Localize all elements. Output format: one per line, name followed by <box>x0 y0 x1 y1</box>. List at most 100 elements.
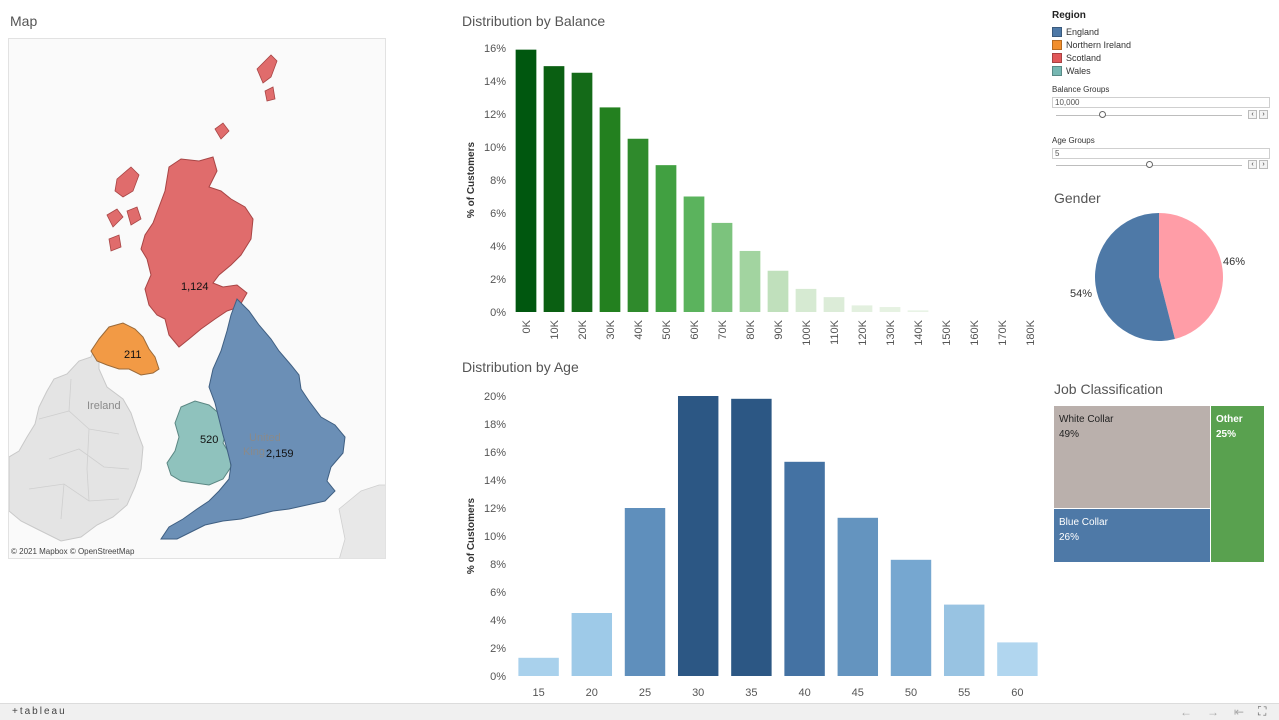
bar-30K[interactable] <box>599 107 621 313</box>
bar-40[interactable] <box>784 461 825 676</box>
age-chart[interactable]: % of Customers 0% 2% 4% 6% 8% 10% 12% 14% 16% 18% 2… <box>460 382 1050 698</box>
balance-groups-slider-knob[interactable] <box>1099 111 1106 118</box>
age-groups-input[interactable]: 5 <box>1052 148 1270 159</box>
bar-15[interactable] <box>518 657 559 676</box>
map-canvas[interactable]: Ireland United King 1,124 211 520 2,159 <box>9 39 386 559</box>
bar-60[interactable] <box>997 642 1038 676</box>
map-label-england: 2,159 <box>266 448 294 460</box>
treemap-white-collar[interactable]: White Collar 49% <box>1054 406 1210 508</box>
bar-45[interactable] <box>837 517 879 676</box>
bar-40K[interactable] <box>627 138 649 312</box>
legend-item-england[interactable]: England <box>1052 25 1131 38</box>
bar-70K[interactable] <box>711 222 733 312</box>
treemap-blue-collar[interactable]: Blue Collar 26% <box>1054 509 1210 562</box>
bar-20K[interactable] <box>571 72 593 312</box>
y-tick-label: 10% <box>484 142 506 154</box>
bar-20[interactable] <box>571 613 613 676</box>
treemap-other[interactable]: Other 25% <box>1211 406 1264 562</box>
bar-50[interactable] <box>890 559 932 676</box>
pie-slice-female[interactable] <box>1159 213 1223 339</box>
balance-groups-slider-track[interactable] <box>1056 115 1242 116</box>
x-tick-label: 40K <box>633 319 645 339</box>
gender-title: Gender <box>1054 190 1101 206</box>
age-groups-increment-button[interactable]: › <box>1259 160 1268 169</box>
tableau-logo[interactable]: +tableau <box>12 706 67 717</box>
bar-10K[interactable] <box>543 66 565 313</box>
map-label-ireland: Ireland <box>87 400 121 412</box>
map-label-wales: 520 <box>200 434 218 446</box>
x-tick-label: 50K <box>661 319 673 339</box>
y-tick-label: 20% <box>484 391 506 403</box>
y-tick-label: 6% <box>490 587 506 599</box>
map-label-uk-line1: United <box>249 432 281 444</box>
balance-groups-label: Balance Groups <box>1052 85 1110 94</box>
y-tick-label: 4% <box>490 615 506 627</box>
legend-item-scotland[interactable]: Scotland <box>1052 51 1131 64</box>
bar-120K[interactable] <box>851 305 873 312</box>
y-tick-label: 16% <box>484 447 506 459</box>
continent-shape <box>338 484 385 558</box>
bar-80K[interactable] <box>739 250 761 312</box>
x-tick-label: 140K <box>913 319 925 345</box>
bar-25[interactable] <box>624 508 666 676</box>
y-tick-label: 0% <box>490 671 506 683</box>
treemap-blue-collar-pct: 26% <box>1059 532 1080 543</box>
balance-chart[interactable]: % of Customers 0% 2% 4% 6% 8% 10% 12% 14% 16% 0K 10… <box>460 36 1050 356</box>
england-shape[interactable] <box>160 298 346 540</box>
y-axis-title: % of Customers <box>466 498 477 575</box>
y-tick-label: 2% <box>490 274 506 286</box>
bar-60K[interactable] <box>683 196 705 313</box>
y-tick-label: 18% <box>484 419 506 431</box>
x-tick-label: 130K <box>885 319 897 345</box>
balance-groups-input[interactable]: 10,000 <box>1052 97 1270 108</box>
legend-swatch-england <box>1052 26 1062 37</box>
x-tick-label: 20 <box>586 687 598 698</box>
pie-label-female: 46% <box>1223 256 1245 268</box>
x-tick-label: 55 <box>958 687 970 698</box>
revert-button[interactable]: ⇤ <box>1234 705 1245 719</box>
balance-groups-decrement-button[interactable]: ‹ <box>1248 110 1257 119</box>
age-groups-slider-knob[interactable] <box>1146 161 1153 168</box>
map-label-scotland: 1,124 <box>181 281 209 293</box>
bar-30[interactable] <box>677 396 719 676</box>
balance-groups-increment-button[interactable]: › <box>1259 110 1268 119</box>
age-groups-decrement-button[interactable]: ‹ <box>1248 160 1257 169</box>
gender-pie-chart[interactable]: 54% 46% <box>1060 205 1260 355</box>
bar-110K[interactable] <box>823 297 845 312</box>
legend-item-northern-ireland[interactable]: Northern Ireland <box>1052 38 1131 51</box>
y-tick-label: 10% <box>484 531 506 543</box>
x-tick-label: 30K <box>605 319 617 339</box>
bar-100K[interactable] <box>795 288 817 312</box>
legend: England Northern Ireland Scotland Wales <box>1052 25 1131 77</box>
redo-button[interactable]: → <box>1207 705 1219 719</box>
bar-130K[interactable] <box>879 307 901 312</box>
x-tick-label: 45 <box>852 687 864 698</box>
undo-button[interactable]: ← <box>1180 705 1192 719</box>
x-tick-label: 180K <box>1025 319 1037 345</box>
map-title: Map <box>10 13 38 29</box>
x-tick-label: 20K <box>577 319 589 339</box>
bar-35[interactable] <box>731 398 772 676</box>
x-tick-label: 150K <box>941 319 953 345</box>
treemap-white-collar-pct: 49% <box>1059 429 1080 440</box>
x-tick-label: 35 <box>745 687 757 698</box>
bar-55[interactable] <box>943 604 985 676</box>
x-tick-label: 60 <box>1011 687 1023 698</box>
legend-item-wales[interactable]: Wales <box>1052 64 1131 77</box>
balance-chart-title: Distribution by Balance <box>462 13 606 29</box>
northern-ireland-shape[interactable] <box>90 322 160 376</box>
bar-140K[interactable] <box>907 310 929 312</box>
treemap-other-pct: 25% <box>1216 429 1237 440</box>
map-view[interactable]: Ireland United King 1,124 211 520 2,159 … <box>8 38 386 559</box>
fullscreen-button[interactable]: ⛶ <box>1258 704 1267 718</box>
tableau-footer: +tableau ← → ⇤ ⛶ <box>0 703 1279 720</box>
x-tick-label: 25 <box>639 687 651 698</box>
bar-0K[interactable] <box>515 49 537 313</box>
bar-50K[interactable] <box>655 165 677 312</box>
scotland-islands[interactable] <box>106 54 278 252</box>
bar-90K[interactable] <box>767 270 789 312</box>
x-tick-label: 110K <box>829 319 841 345</box>
y-tick-label: 8% <box>490 175 506 187</box>
x-tick-label: 120K <box>857 319 869 345</box>
pie-slice-male[interactable] <box>1095 213 1175 341</box>
